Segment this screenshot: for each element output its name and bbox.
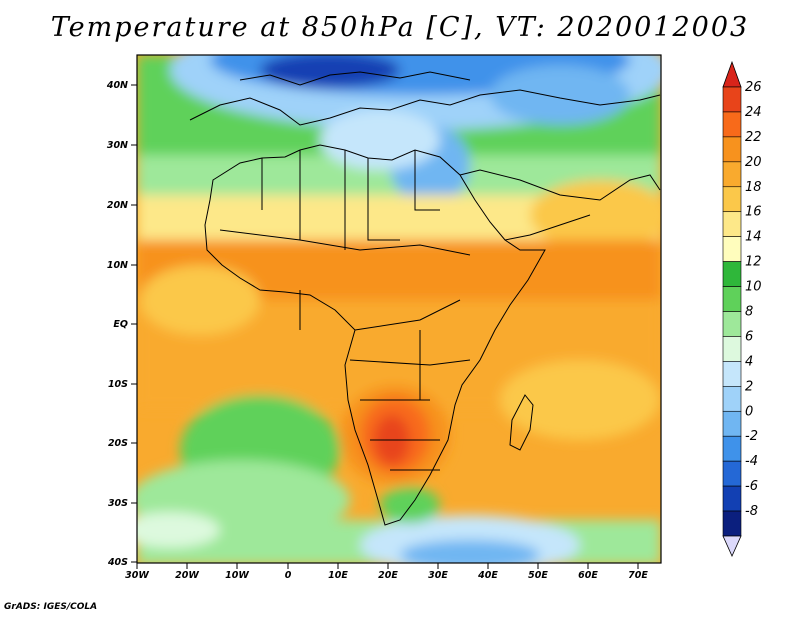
lon-label-60e: 60E: [578, 570, 598, 581]
lon-label-10e: 10E: [328, 570, 348, 581]
colorbar-box: [722, 361, 742, 387]
lat-label-10s: 10S: [108, 379, 128, 390]
latitude-axis: 40N 30N 20N 10N EQ 10S 20S 30S 40S: [106, 80, 137, 568]
colorbar-box: [722, 136, 742, 163]
colorbar-level-label: 14: [745, 230, 762, 245]
field-gulf-gold: [140, 265, 260, 335]
colorbar-box: [722, 410, 742, 437]
colorbar-box: [722, 485, 742, 512]
colorbar-box: [722, 161, 742, 188]
lat-label-40s: 40S: [107, 557, 128, 568]
colorbar-box: [722, 386, 742, 412]
colorbar-box: [722, 186, 742, 213]
colorbar-level-label: 20: [745, 155, 762, 170]
madagascar-coastline: [509, 394, 534, 451]
colorbar-level-label: -8: [745, 504, 758, 519]
field-indian-ocean-gold: [500, 360, 660, 440]
colorbar-box: [722, 510, 742, 537]
colorbar-level-label: 4: [745, 354, 753, 369]
colorbar-box: [722, 236, 742, 262]
lon-label-70e: 70E: [628, 570, 648, 581]
lat-label-10n: 10N: [107, 260, 128, 271]
colorbar-bottom-arrow: [722, 535, 742, 557]
field-southwest-mild: [137, 512, 220, 548]
colorbar-level-label: 6: [745, 329, 753, 344]
lon-label-50e: 50E: [528, 570, 548, 581]
field-libya-mild: [320, 110, 440, 170]
colorbar-level-label: -6: [745, 479, 758, 494]
mediterranean-north: [239, 71, 471, 86]
colorbar-level-label: 16: [745, 205, 762, 220]
lon-label-20e: 20E: [378, 570, 398, 581]
lon-label-10w: 10W: [225, 570, 249, 581]
colorbar-level-label: -4: [745, 454, 758, 469]
colorbar-level-label: 12: [745, 255, 762, 270]
colorbar-box: [722, 211, 742, 237]
colorbar-level-label: 24: [745, 105, 762, 120]
colorbar-box: [722, 336, 742, 362]
colorbar-box: [722, 435, 742, 462]
country-borders: [219, 150, 471, 471]
africa-coastline: [204, 144, 546, 526]
lat-label-40n: 40N: [106, 80, 128, 91]
colorbar-box: [722, 261, 742, 287]
colorbar-box: [722, 311, 742, 337]
lon-label-40e: 40E: [477, 570, 498, 581]
arabia-south-coast: [504, 214, 591, 241]
field-southern-cool: [400, 540, 540, 563]
colorbar-level-label: 26: [745, 80, 762, 95]
lon-label-30w: 30W: [125, 570, 149, 581]
arabia-coastline: [459, 169, 661, 201]
lat-label-eq: EQ: [113, 319, 128, 330]
colorbar-box: [722, 86, 742, 113]
grads-credit: GrADS: IGES/COLA: [4, 602, 98, 612]
colorbar-level-label: 22: [745, 130, 762, 145]
colorbar-level-label: 0: [745, 404, 753, 419]
field-middle-east-cool: [490, 65, 630, 125]
colorbar-level-label: 2: [745, 379, 753, 394]
lat-label-20n: 20N: [107, 200, 128, 211]
lat-label-30n: 30N: [107, 140, 128, 151]
temperature-field: [137, 55, 661, 563]
colorbar-box: [722, 111, 742, 138]
lat-label-20s: 20S: [108, 438, 128, 449]
lon-label-30e: 30E: [428, 570, 448, 581]
field-cape-green: [380, 487, 440, 523]
field-north-cold-deep: [260, 55, 400, 88]
colorbar-top-arrow: [722, 60, 742, 88]
coastlines: [189, 71, 661, 526]
lon-label-20w: 20W: [175, 570, 199, 581]
europe-coastline: [189, 89, 661, 126]
colorbar-box: [722, 460, 742, 487]
field-arabia-gold: [530, 180, 661, 250]
lat-label-30s: 30S: [108, 498, 128, 509]
map-title: Temperature at 850hPa [C], VT: 202001200…: [50, 12, 750, 43]
lon-label-0: 0: [285, 570, 292, 581]
map-frame: [136, 54, 662, 564]
colorbar-level-label: 18: [745, 180, 762, 195]
colorbar-level-label: -2: [745, 429, 758, 444]
colorbar-level-label: 8: [745, 305, 753, 320]
longitude-axis: 30W 20W 10W 0 10E 20E 30E 40E 50E 60E 70…: [125, 563, 648, 581]
colorbar-box: [722, 286, 742, 312]
colorbar-level-label: 10: [745, 280, 762, 295]
